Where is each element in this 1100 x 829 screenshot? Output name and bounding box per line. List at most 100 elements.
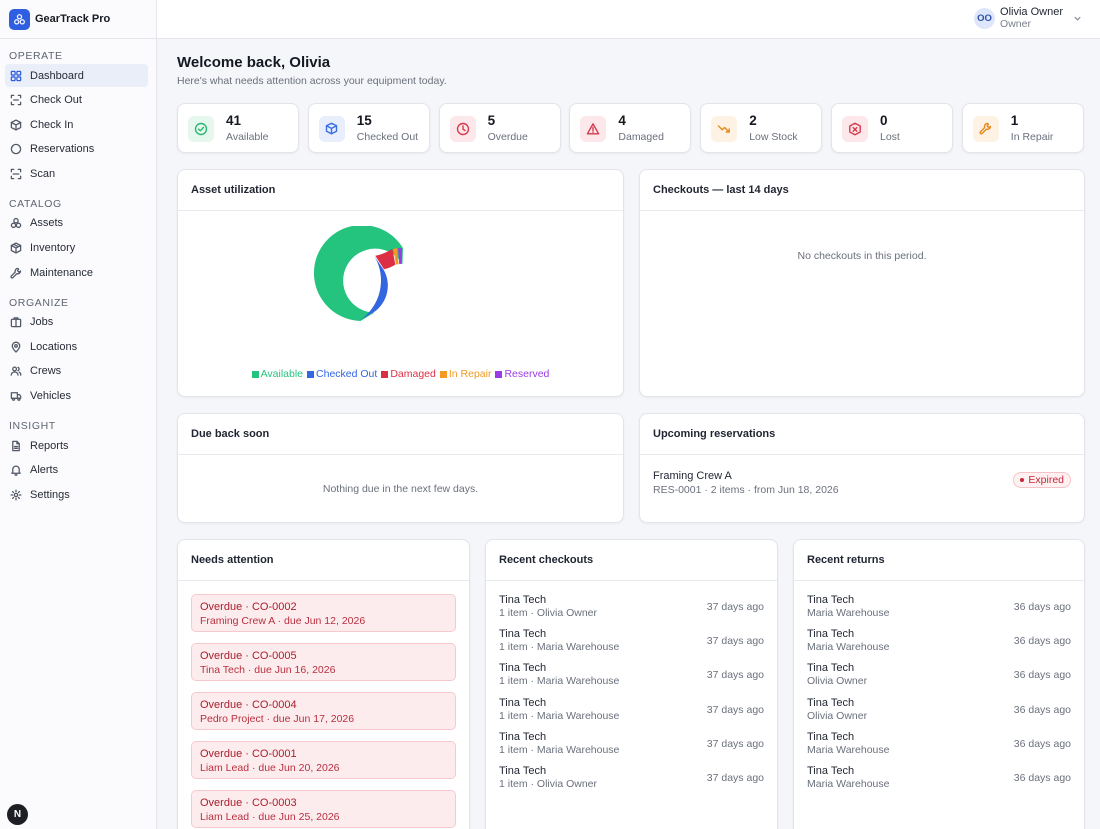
trending-down-icon — [711, 116, 738, 142]
sidebar-item-check-out[interactable]: Check Out — [5, 89, 148, 112]
empty-message: No checkouts in this period. — [797, 250, 927, 262]
legend-item: Checked Out — [307, 368, 377, 380]
attention-title: Overdue · CO-0004 — [200, 699, 297, 711]
donut-segment-in-repair[interactable] — [393, 248, 399, 265]
card-title: Recent checkouts — [486, 540, 777, 581]
check-circle-icon — [188, 116, 214, 142]
sidebar-item-assets[interactable]: Assets — [5, 212, 148, 235]
stat-card-damaged[interactable]: 4 Damaged — [569, 103, 692, 153]
sidebar-item-label: Dashboard — [30, 69, 84, 82]
sidebar-item-label: Scan — [30, 167, 56, 180]
list-item-time: 37 days ago — [706, 703, 764, 716]
attention-item[interactable]: Overdue · CO-0002 Framing Crew A · due Ju… — [191, 594, 456, 632]
attention-item[interactable]: Overdue · CO-0005 Tina Tech · due Jun 16,… — [191, 643, 456, 681]
stat-label: In Repair — [1010, 131, 1054, 143]
list-item-time: 36 days ago — [1013, 737, 1071, 750]
dev-badge[interactable]: N — [7, 804, 28, 825]
scan-icon — [10, 168, 22, 180]
list-item-time: 36 days ago — [1013, 669, 1071, 682]
list-item-name: Tina Tech — [499, 696, 547, 709]
card-title: Upcoming reservations — [640, 414, 1084, 455]
stat-card-low-stock[interactable]: 2 Low Stock — [700, 103, 823, 153]
attention-subtitle: Tina Tech · due Jun 16, 2026 — [200, 664, 336, 676]
sidebar-item-reports[interactable]: Reports — [5, 434, 148, 457]
users-icon — [10, 365, 22, 377]
attention-title: Overdue · CO-0003 — [200, 797, 297, 809]
list-item[interactable]: Tina Tech Maria Warehouse 36 days ago — [807, 628, 1071, 658]
list-item[interactable]: Tina Tech Olivia Owner 36 days ago — [807, 697, 1071, 727]
attention-item[interactable]: Overdue · CO-0003 Liam Lead · due Jun 25,… — [191, 790, 456, 828]
sidebar-item-locations[interactable]: Locations — [5, 335, 148, 358]
list-item[interactable]: Tina Tech 1 item · Maria Warehouse 37 days… — [499, 628, 764, 658]
stat-card-in-repair[interactable]: 1 In Repair — [961, 103, 1084, 153]
user-menu[interactable]: OO Olivia Owner Owner — [974, 6, 1082, 30]
list-item-name: Tina Tech — [499, 628, 547, 641]
sidebar-item-reservations[interactable]: Reservations — [5, 138, 148, 161]
sidebar-item-inventory[interactable]: Inventory — [5, 237, 148, 260]
clock-icon — [449, 116, 476, 142]
list-item-name: Tina Tech — [499, 765, 547, 777]
sidebar-item-dashboard[interactable]: Dashboard — [5, 64, 148, 87]
page-subtitle: Here's what needs attention across your … — [177, 75, 447, 87]
attention-title: Overdue · CO-0001 — [200, 748, 297, 760]
donut-segment-damaged[interactable] — [375, 248, 396, 270]
stat-card-checked-out[interactable]: 15 Checked Out — [307, 103, 430, 153]
warning-icon — [580, 116, 607, 142]
attention-subtitle: Liam Lead · due Jun 20, 2026 — [200, 762, 340, 774]
list-item[interactable]: Tina Tech 1 item · Olivia Owner 37 days ag… — [499, 594, 764, 624]
app-name: GearTrack Pro — [35, 13, 111, 25]
attention-title: Overdue · CO-0005 — [200, 650, 297, 662]
list-item[interactable]: Tina Tech 1 item · Olivia Owner 37 days ag… — [499, 765, 764, 795]
brand[interactable]: GearTrack Pro — [0, 0, 156, 39]
wrench-icon — [972, 116, 999, 142]
sidebar-item-label: Jobs — [30, 316, 54, 329]
stat-label: Low Stock — [749, 131, 798, 143]
list-item[interactable]: Tina Tech Olivia Owner 36 days ago — [807, 662, 1071, 692]
sidebar-item-vehicles[interactable]: Vehicles — [5, 385, 148, 408]
sidebar-item-label: Locations — [30, 340, 78, 353]
avatar: OO — [974, 7, 996, 29]
wrench-icon — [10, 267, 22, 279]
sidebar-item-label: Assets — [30, 217, 64, 230]
due-back-card: Due back soon Nothing due in the next fe… — [177, 413, 624, 523]
legend-swatch — [251, 370, 259, 378]
sidebar-item-maintenance[interactable]: Maintenance — [5, 261, 148, 284]
sidebar-item-scan[interactable]: Scan — [5, 162, 148, 185]
stat-value: 41 — [226, 113, 242, 128]
list-item-time: 37 days ago — [706, 772, 764, 784]
donut-segment-available[interactable] — [313, 226, 403, 321]
sidebar-item-settings[interactable]: Settings — [5, 483, 148, 506]
sidebar-item-label: Settings — [30, 488, 70, 501]
attention-item[interactable]: Overdue · CO-0001 Liam Lead · due Jun 20,… — [191, 741, 456, 779]
legend-swatch — [495, 370, 503, 378]
list-item-name: Tina Tech — [807, 696, 855, 709]
empty-message: Nothing due in the next few days. — [322, 483, 479, 495]
legend-item: In Repair — [439, 368, 492, 380]
list-item[interactable]: Tina Tech 1 item · Maria Warehouse 37 days… — [499, 662, 764, 692]
donut-segment-reserved[interactable] — [398, 248, 402, 265]
truck-icon — [10, 390, 22, 402]
list-item[interactable]: Tina Tech Maria Warehouse 36 days ago — [807, 594, 1071, 624]
stat-card-available[interactable]: 41 Available — [177, 103, 299, 153]
stat-label: Lost — [880, 131, 900, 143]
sidebar-item-check-in[interactable]: Check In — [5, 113, 148, 136]
checkouts-chart-card: Checkouts — last 14 days No checkouts in… — [639, 169, 1085, 397]
list-item-time: 37 days ago — [706, 635, 764, 648]
list-item[interactable]: Tina Tech 1 item · Maria Warehouse 37 days… — [499, 731, 764, 761]
sidebar-item-label: Maintenance — [30, 266, 93, 279]
donut-segment-checked-out[interactable] — [360, 256, 388, 321]
list-item[interactable]: Tina Tech Maria Warehouse 36 days ago — [807, 731, 1071, 761]
sidebar-item-jobs[interactable]: Jobs — [5, 311, 148, 334]
stat-card-lost[interactable]: 0 Lost — [831, 103, 953, 153]
list-item[interactable]: Tina Tech Maria Warehouse 36 days ago — [807, 765, 1071, 795]
sidebar-item-alerts[interactable]: Alerts — [5, 459, 148, 482]
grid-icon — [10, 70, 22, 82]
sidebar-item-crews[interactable]: Crews — [5, 360, 148, 383]
list-item-detail: Maria Warehouse — [807, 743, 890, 756]
list-item[interactable]: Tina Tech 1 item · Maria Warehouse 37 days… — [499, 697, 764, 727]
stat-card-overdue[interactable]: 5 Overdue — [438, 103, 561, 153]
stat-label: Overdue — [487, 131, 528, 143]
nav-section-title: ORGANIZE — [9, 296, 69, 309]
attention-item[interactable]: Overdue · CO-0004 Pedro Project · due Jun… — [191, 692, 456, 730]
legend-label: In Repair — [448, 368, 492, 380]
